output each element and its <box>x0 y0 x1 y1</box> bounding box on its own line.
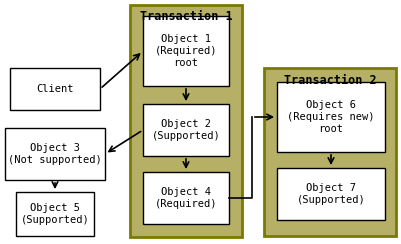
Text: Transaction 2: Transaction 2 <box>283 73 375 87</box>
Text: Object 7
(Supported): Object 7 (Supported) <box>296 183 365 205</box>
Text: Object 1
(Required)
root: Object 1 (Required) root <box>154 34 217 68</box>
Bar <box>5 128 105 180</box>
Bar <box>10 68 100 110</box>
Text: Object 4
(Required): Object 4 (Required) <box>154 187 217 209</box>
Text: Client: Client <box>36 84 73 94</box>
Bar <box>16 192 94 236</box>
Text: Object 6
(Requires new)
root: Object 6 (Requires new) root <box>287 100 374 134</box>
Bar <box>276 168 384 220</box>
Bar <box>276 82 384 152</box>
Text: Object 3
(Not supported): Object 3 (Not supported) <box>8 143 101 165</box>
Bar <box>143 16 229 86</box>
Text: Transaction 1: Transaction 1 <box>139 10 232 23</box>
Bar <box>143 172 229 224</box>
Bar <box>143 104 229 156</box>
Bar <box>263 68 395 236</box>
Bar <box>130 5 241 237</box>
Text: Object 5
(Supported): Object 5 (Supported) <box>20 203 89 225</box>
Text: Object 2
(Supported): Object 2 (Supported) <box>151 119 220 141</box>
